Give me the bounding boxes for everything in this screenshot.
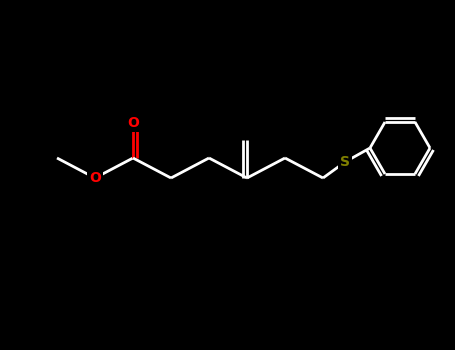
Text: S: S bbox=[340, 155, 350, 169]
Text: O: O bbox=[127, 116, 139, 130]
Text: O: O bbox=[89, 171, 101, 185]
